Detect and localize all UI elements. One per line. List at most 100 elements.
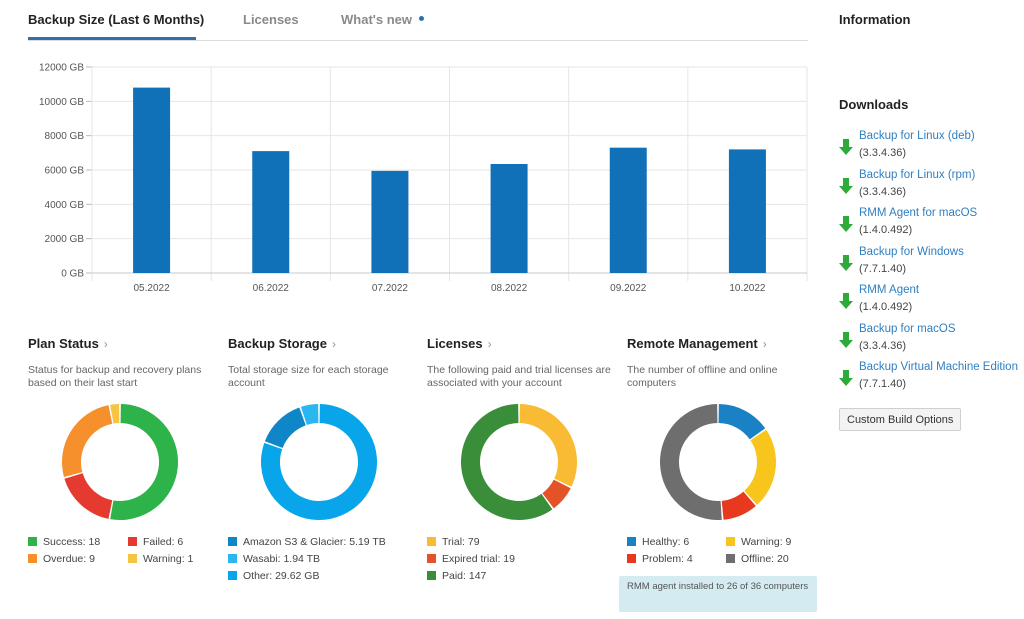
download-item[interactable]: RMM Agent (1.4.0.492) bbox=[839, 284, 1024, 320]
tab-bar: Backup Size (Last 6 Months) Licenses Wha… bbox=[28, 0, 808, 41]
bar-08.2022[interactable] bbox=[490, 163, 528, 273]
legend-rmm-warning: Warning: 9 bbox=[726, 536, 791, 548]
bar-06.2022[interactable] bbox=[252, 151, 290, 273]
licenses-title[interactable]: Licenses › bbox=[427, 336, 617, 351]
legend-swatch bbox=[228, 554, 237, 563]
legend-swatch bbox=[427, 571, 436, 580]
custom-build-options-button[interactable]: Custom Build Options bbox=[839, 408, 962, 431]
licenses-donut bbox=[461, 404, 577, 520]
backup-storage-panel: Backup Storage › Total storage size for e… bbox=[228, 336, 418, 582]
download-version: (7.7.1.40) bbox=[859, 262, 907, 275]
y-tick-label: 0 GB bbox=[61, 269, 84, 280]
donut-segment-warning[interactable] bbox=[110, 404, 120, 424]
downloads-heading: Downloads bbox=[839, 97, 909, 112]
donut-segment-expired-trial[interactable] bbox=[542, 479, 571, 509]
download-arrow-icon bbox=[839, 254, 853, 271]
legend-swatch bbox=[427, 537, 436, 546]
legend-swatch bbox=[627, 537, 636, 546]
download-item[interactable]: Backup for macOS (3.3.4.36) bbox=[839, 323, 1024, 359]
donut-segment-other[interactable] bbox=[261, 404, 377, 520]
legend-warning: Warning: 1 bbox=[128, 553, 193, 565]
download-arrow-icon bbox=[839, 331, 853, 348]
donut-segment-paid[interactable] bbox=[461, 404, 553, 520]
download-item[interactable]: Backup for Windows (7.7.1.40) bbox=[839, 246, 1024, 282]
download-item[interactable]: Backup for Linux (deb) (3.3.4.36) bbox=[839, 130, 1024, 166]
donut-segment-wasabi[interactable] bbox=[300, 404, 319, 425]
download-link[interactable]: Backup for macOS bbox=[859, 322, 956, 335]
tab-licenses[interactable]: Licenses bbox=[243, 12, 299, 27]
legend-amazon-s3: Amazon S3 & Glacier: 5.19 TB bbox=[228, 536, 386, 548]
legend-swatch bbox=[427, 554, 436, 563]
donut-segment-problem[interactable] bbox=[721, 491, 756, 520]
legend-swatch bbox=[726, 554, 735, 563]
legend-failed: Failed: 6 bbox=[128, 536, 183, 548]
download-link[interactable]: Backup for Linux (rpm) bbox=[859, 168, 976, 181]
download-item[interactable]: Backup for Linux (rpm) (3.3.4.36) bbox=[839, 169, 1024, 205]
bar-10.2022[interactable] bbox=[728, 149, 766, 273]
chevron-right-icon: › bbox=[487, 337, 492, 351]
legend-amazon-s3-text: Amazon S3 & Glacier: 5.19 TB bbox=[243, 536, 386, 548]
legend-paid: Paid: 147 bbox=[427, 570, 486, 582]
legend-other: Other: 29.62 GB bbox=[228, 570, 319, 582]
bar-05.2022[interactable] bbox=[133, 87, 171, 273]
tab-whats-new[interactable]: What's new bbox=[341, 12, 424, 27]
download-link[interactable]: RMM Agent for macOS bbox=[859, 207, 978, 219]
legend-overdue-text: Overdue: 9 bbox=[43, 553, 95, 565]
donut-segment-amazon-s3-glacier[interactable] bbox=[264, 407, 306, 449]
donut-segment-warning[interactable] bbox=[744, 429, 776, 505]
donut-segment-trial[interactable] bbox=[519, 404, 577, 487]
rmm-installed-note: RMM agent installed to 26 of 36 computer… bbox=[619, 576, 817, 612]
legend-swatch bbox=[726, 537, 735, 546]
plan-status-description: Status for backup and recovery plans bas… bbox=[28, 364, 202, 389]
chevron-right-icon: › bbox=[103, 337, 108, 351]
x-tick-label: 07.2022 bbox=[372, 283, 409, 294]
bar-09.2022[interactable] bbox=[609, 147, 647, 273]
remote-management-title-text: Remote Management bbox=[627, 336, 758, 351]
legend-offline: Offline: 20 bbox=[726, 553, 789, 565]
download-arrow-icon bbox=[839, 177, 853, 194]
y-tick-label: 6000 GB bbox=[45, 166, 85, 177]
donut-segment-overdue[interactable] bbox=[61, 405, 113, 478]
plan-status-title[interactable]: Plan Status › bbox=[28, 336, 218, 351]
donut-segment-failed[interactable] bbox=[64, 473, 113, 519]
backup-storage-title[interactable]: Backup Storage › bbox=[228, 336, 418, 351]
download-item[interactable]: RMM Agent for macOS (1.4.0.492) bbox=[839, 207, 1024, 243]
active-tab-underline bbox=[28, 37, 196, 40]
donut-segment-success[interactable] bbox=[110, 404, 179, 520]
legend-swatch bbox=[28, 537, 37, 546]
download-item[interactable]: Backup Virtual Machine Edition (7.7.1.40) bbox=[839, 361, 1024, 397]
x-tick-label: 05.2022 bbox=[134, 283, 171, 294]
remote-management-title[interactable]: Remote Management › bbox=[627, 336, 817, 351]
download-link[interactable]: Backup for Windows bbox=[859, 245, 964, 258]
legend-problem: Problem: 4 bbox=[627, 553, 693, 565]
legend-failed-text: Failed: 6 bbox=[143, 536, 184, 548]
remote-management-donut bbox=[660, 404, 776, 520]
donut-segment-offline[interactable] bbox=[660, 404, 722, 520]
information-heading: Information bbox=[839, 12, 911, 27]
download-link[interactable]: Backup Virtual Machine Edition bbox=[859, 361, 1018, 373]
plan-status-panel: Plan Status › Status for backup and recov… bbox=[28, 336, 218, 565]
donut-segment-healthy[interactable] bbox=[718, 404, 766, 440]
remote-management-description: The number of offline and online compute… bbox=[627, 364, 778, 389]
legend-trial-text: Trial: 79 bbox=[442, 536, 480, 548]
x-tick-label: 06.2022 bbox=[253, 283, 290, 294]
bar-07.2022[interactable] bbox=[371, 170, 409, 273]
backup-size-chart: 0 GB 2000 GB 4000 GB 6000 GB 8000 GB 10000 GB… bbox=[39, 63, 808, 294]
x-tick-label: 09.2022 bbox=[610, 283, 647, 294]
chevron-right-icon: › bbox=[331, 337, 336, 351]
backup-storage-title-text: Backup Storage bbox=[228, 336, 327, 351]
legend-wasabi: Wasabi: 1.94 TB bbox=[228, 553, 320, 565]
y-tick-label: 2000 GB bbox=[45, 234, 85, 245]
tab-backup-size[interactable]: Backup Size (Last 6 Months) bbox=[28, 12, 205, 27]
download-link[interactable]: RMM Agent bbox=[859, 284, 920, 296]
legend-trial: Trial: 79 bbox=[427, 536, 480, 548]
legend-healthy: Healthy: 6 bbox=[627, 536, 689, 548]
x-tick-label: 10.2022 bbox=[729, 283, 766, 294]
legend-paid-text: Paid: 147 bbox=[442, 570, 487, 582]
download-arrow-icon bbox=[839, 139, 853, 155]
download-arrow-icon bbox=[839, 293, 853, 309]
backup-storage-description: Total storage size for each storage acco… bbox=[228, 364, 389, 389]
x-tick-label: 08.2022 bbox=[491, 283, 528, 294]
plan-status-donut bbox=[61, 404, 179, 520]
download-link[interactable]: Backup for Linux (deb) bbox=[859, 130, 975, 142]
